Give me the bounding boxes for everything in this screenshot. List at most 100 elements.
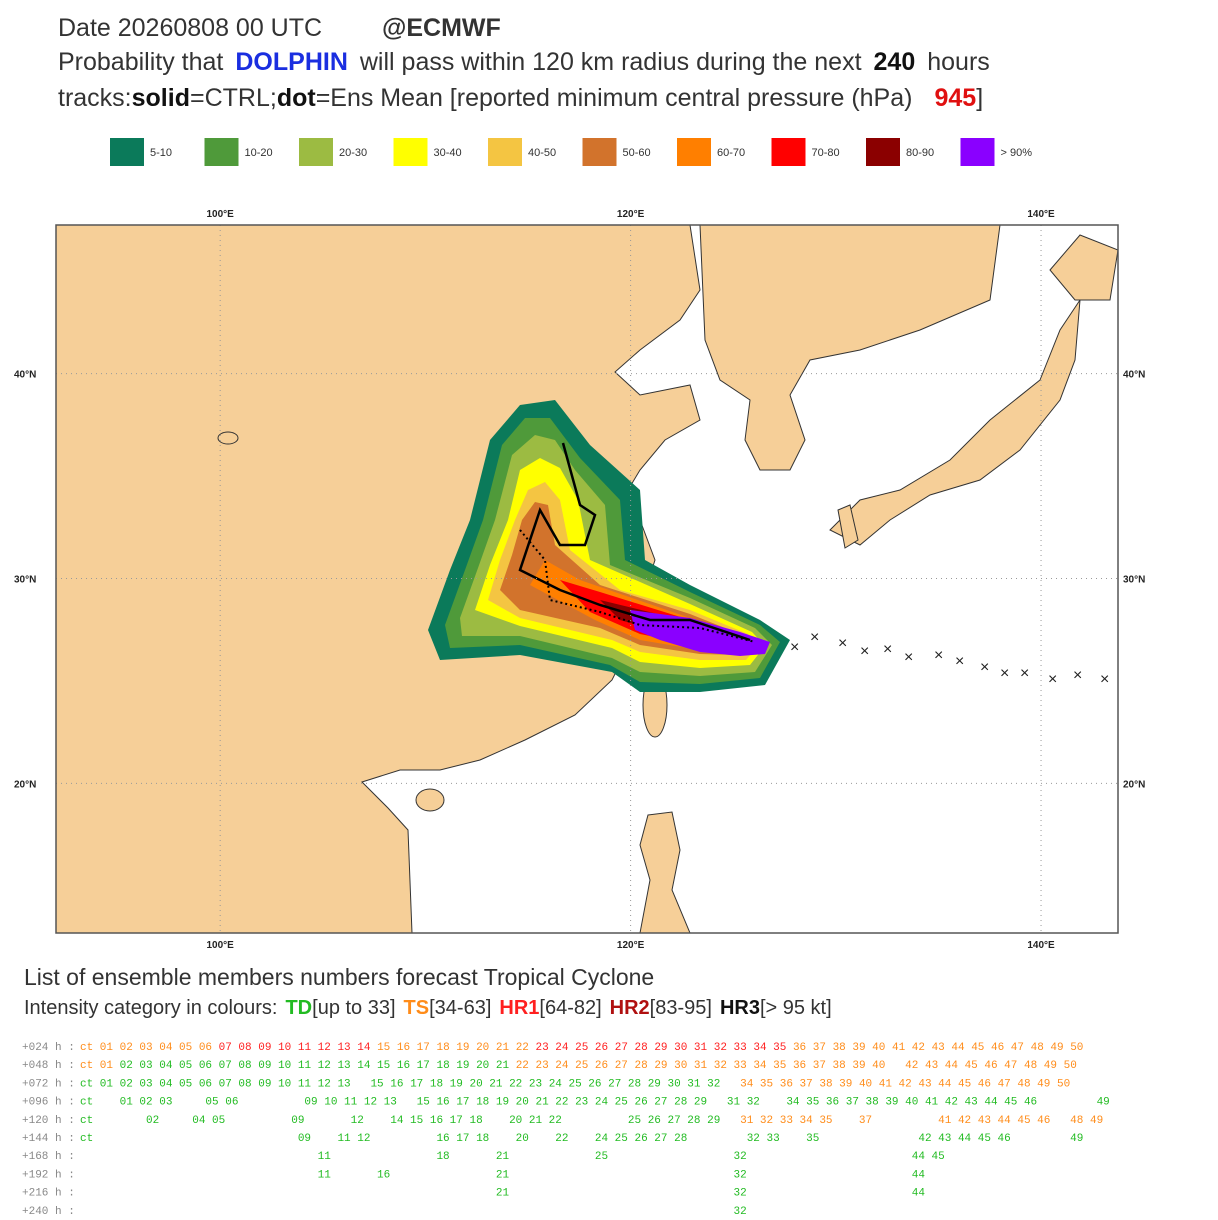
row-label: +144 h : xyxy=(22,1133,75,1145)
legend-swatch xyxy=(677,138,711,166)
row-members: ct 09 11 12 16 17 18 20 22 24 25 26 27 2… xyxy=(80,1133,1083,1145)
legend-swatch xyxy=(110,138,144,166)
intensity-part: TD xyxy=(285,997,312,1019)
legend-swatch xyxy=(393,138,428,166)
header-part: will pass within 120 km radius during th… xyxy=(359,48,862,76)
svg-text:×: × xyxy=(1100,671,1109,688)
svg-text:×: × xyxy=(860,643,869,660)
row-label: +240 h : xyxy=(22,1206,75,1218)
lon-label: 140°E xyxy=(1027,209,1055,220)
row-label: +024 h : xyxy=(22,1042,75,1054)
svg-text:×: × xyxy=(883,641,892,658)
svg-text:×: × xyxy=(904,649,913,666)
member-numbers: ct 01 02 03 04 05 06 xyxy=(80,1042,212,1054)
ctrl-track xyxy=(518,442,751,642)
svg-text:×: × xyxy=(810,629,819,646)
lat-label: 30°N xyxy=(1123,574,1145,585)
lon-label: 120°E xyxy=(617,209,645,220)
lon-label: 140°E xyxy=(1027,940,1055,951)
row-label: +048 h : xyxy=(22,1060,75,1072)
row-members: ct 02 04 05 09 12 14 15 16 17 18 20 21 2… xyxy=(80,1115,1103,1127)
row-members: ct 01 02 03 05 06 09 10 11 12 13 15 16 1… xyxy=(80,1097,1110,1109)
member-numbers: 36 37 38 39 40 41 42 43 44 45 46 47 48 4… xyxy=(786,1042,1083,1054)
svg-text:×: × xyxy=(934,647,943,664)
svg-text:×: × xyxy=(955,653,964,670)
member-numbers: 42 43 44 45 46 47 48 49 50 xyxy=(885,1060,1076,1072)
legend: 5-10 10-20 20-30 30-40 40-50 50-60 60-70 70-80 8… xyxy=(110,138,1032,166)
legend-swatch xyxy=(488,138,522,166)
member-numbers: 22 23 24 25 26 27 28 29 30 31 32 33 34 3… xyxy=(509,1060,885,1072)
map-frame xyxy=(55,224,1119,934)
header-part: Probability that xyxy=(58,48,223,76)
legend-swatch xyxy=(582,138,617,166)
members-title: List of ensemble members numbers forecas… xyxy=(24,964,654,990)
svg-text:×: × xyxy=(980,659,989,676)
lat-label: 30°N xyxy=(14,574,36,585)
svg-text:×: × xyxy=(1048,671,1057,688)
member-numbers: 23 24 25 26 27 28 29 30 31 32 33 34 35 xyxy=(529,1042,786,1054)
intensity-part: Intensity category in colours: xyxy=(24,997,277,1019)
intensity-part: [up to 33] xyxy=(312,997,395,1019)
svg-text:×: × xyxy=(1073,667,1082,684)
row-label: +168 h : xyxy=(22,1151,75,1163)
date: Date 20260808 00 UTC xyxy=(58,14,322,42)
header-line: tracks:solid=CTRL;dot=Ens Mean [reported… xyxy=(58,84,983,112)
legend-label: > 90% xyxy=(1001,147,1033,159)
lon-label: 100°E xyxy=(206,209,234,220)
header-part: dot xyxy=(277,84,317,112)
member-numbers: 34 35 36 37 38 39 40 41 42 43 44 45 46 4… xyxy=(720,1078,1070,1090)
row-label: +120 h : xyxy=(22,1115,75,1127)
row-members: ct 01 02 03 04 05 06 07 08 09 10 11 12 1… xyxy=(80,1042,1083,1054)
legend-label: 60-70 xyxy=(717,147,745,159)
member-numbers: 15 16 17 18 19 20 21 22 xyxy=(370,1042,528,1054)
member-numbers: ct 09 11 12 16 17 18 20 22 24 25 26 27 2… xyxy=(80,1133,1083,1145)
row-members: ct 01 02 03 04 05 06 07 08 09 10 11 12 1… xyxy=(80,1060,1077,1072)
legend-label: 80-90 xyxy=(906,147,934,159)
lat-label: 40°N xyxy=(1123,370,1145,381)
ctrl-markers: × × × × × × × × × × × × × × xyxy=(790,629,1109,688)
header-part: hours xyxy=(927,48,990,76)
intensity-part: [> 95 kt] xyxy=(760,997,832,1019)
row-label: +072 h : xyxy=(22,1078,75,1090)
legend-label: 20-30 xyxy=(339,147,367,159)
map: × × × × × × × × × × × × × × xyxy=(56,225,1118,933)
member-numbers: 02 03 04 05 06 07 08 09 10 11 12 13 14 1… xyxy=(113,1060,509,1072)
header-part: =Ens Mean [reported minimum central pres… xyxy=(316,84,913,112)
intensity-line: Intensity category in colours: TD[up to 3… xyxy=(24,997,832,1019)
svg-text:×: × xyxy=(790,639,799,656)
header-line: Probability that DOLPHIN will pass within … xyxy=(58,48,990,76)
lon-label: 120°E xyxy=(617,940,645,951)
member-numbers: 15 16 17 18 19 20 21 22 23 24 25 26 27 2… xyxy=(351,1078,721,1090)
svg-text:×: × xyxy=(838,635,847,652)
intensity-part: [83-95] xyxy=(650,997,712,1019)
member-numbers: 32 xyxy=(80,1206,747,1218)
header-part: ] xyxy=(976,84,983,112)
intensity-part: TS xyxy=(404,997,430,1019)
header-part: 240 xyxy=(874,48,916,76)
member-numbers: 21 32 44 xyxy=(80,1188,925,1200)
intensity-part: HR3 xyxy=(720,997,760,1019)
row-label: +216 h : xyxy=(22,1188,75,1200)
intensity-part: [64-82] xyxy=(539,997,601,1019)
legend-swatch xyxy=(866,138,900,166)
legend-label: 5-10 xyxy=(150,147,172,159)
lat-label: 40°N xyxy=(14,370,36,381)
row-label: +096 h : xyxy=(22,1097,75,1109)
source: @ECMWF xyxy=(382,14,501,42)
land xyxy=(56,225,1118,933)
header-part: solid xyxy=(132,84,190,112)
member-numbers: 11 16 21 32 44 xyxy=(80,1169,925,1181)
svg-text:×: × xyxy=(1020,665,1029,682)
member-numbers: 07 08 09 10 11 12 13 14 xyxy=(212,1042,371,1054)
header-part: DOLPHIN xyxy=(235,48,348,76)
header-part: 945 xyxy=(934,84,976,112)
lat-label: 20°N xyxy=(1123,779,1145,790)
row-members: 32 xyxy=(80,1206,747,1218)
probability xyxy=(428,400,790,692)
legend-label: 50-60 xyxy=(623,147,651,159)
intensity-part: HR2 xyxy=(610,997,650,1019)
member-numbers: ct 01 02 03 05 06 09 10 11 12 13 15 16 1… xyxy=(80,1097,1110,1109)
intensity-part: [34-63] xyxy=(429,997,491,1019)
lat-label: 20°N xyxy=(14,779,36,790)
